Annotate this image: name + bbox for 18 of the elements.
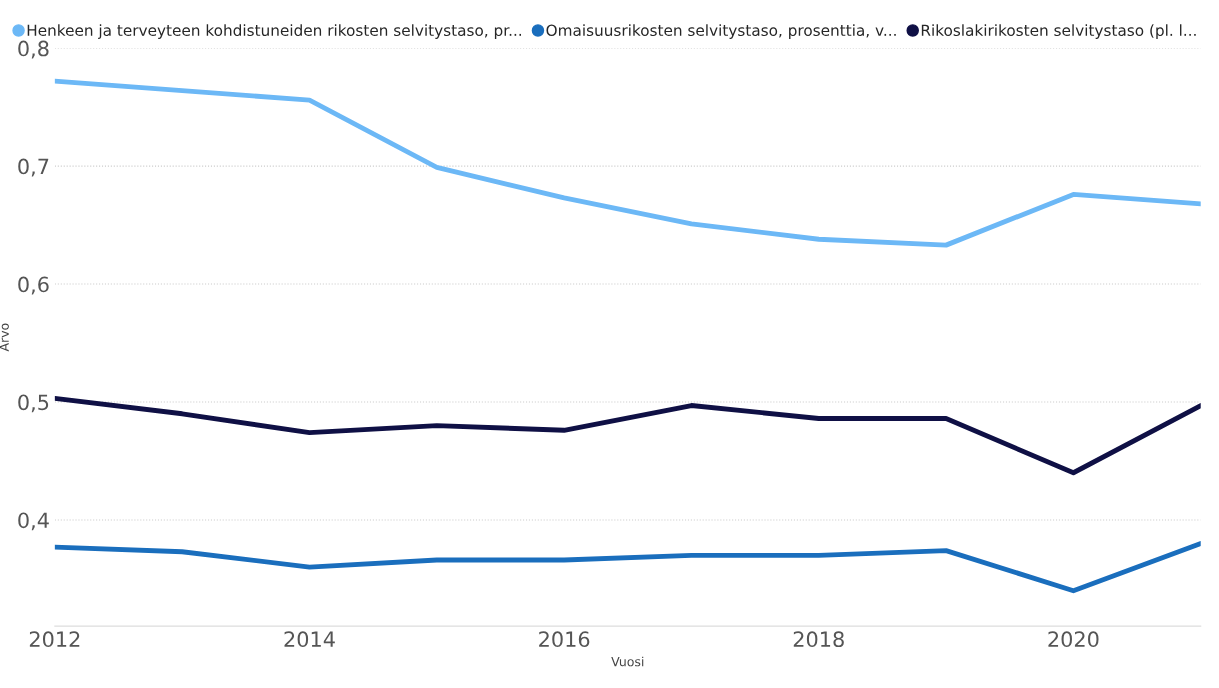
line-series (54, 541, 1201, 594)
y-tick-label: 0,6 (18, 276, 49, 295)
x-tick-label: 2014 (284, 631, 335, 648)
y-tick-label: 0,8 (18, 40, 49, 59)
x-tick-label: 2012 (29, 631, 80, 648)
y-tick-label: 0,5 (18, 394, 49, 413)
line-series (54, 78, 1201, 248)
legend-label: Omaisuusrikosten selvitystaso, prosenttia, v... (546, 24, 896, 39)
x-axis-title: Vuosi (611, 656, 644, 667)
x-tick-label: 2018 (793, 631, 844, 648)
y-tick-label: 0,4 (18, 512, 49, 531)
x-tick-label: 2020 (1048, 631, 1099, 648)
y-tick-label: 0,7 (18, 158, 49, 177)
line-series (54, 396, 1201, 476)
y-axis-title: Arvo (0, 323, 9, 352)
legend-label: Henkeen ja terveyteen kohdistuneiden rikosten selvitystaso, pr... (27, 24, 522, 39)
legend-label: Rikoslakirikosten selvitystaso (pl. l... (921, 24, 1196, 39)
x-tick-label: 2016 (539, 631, 590, 648)
